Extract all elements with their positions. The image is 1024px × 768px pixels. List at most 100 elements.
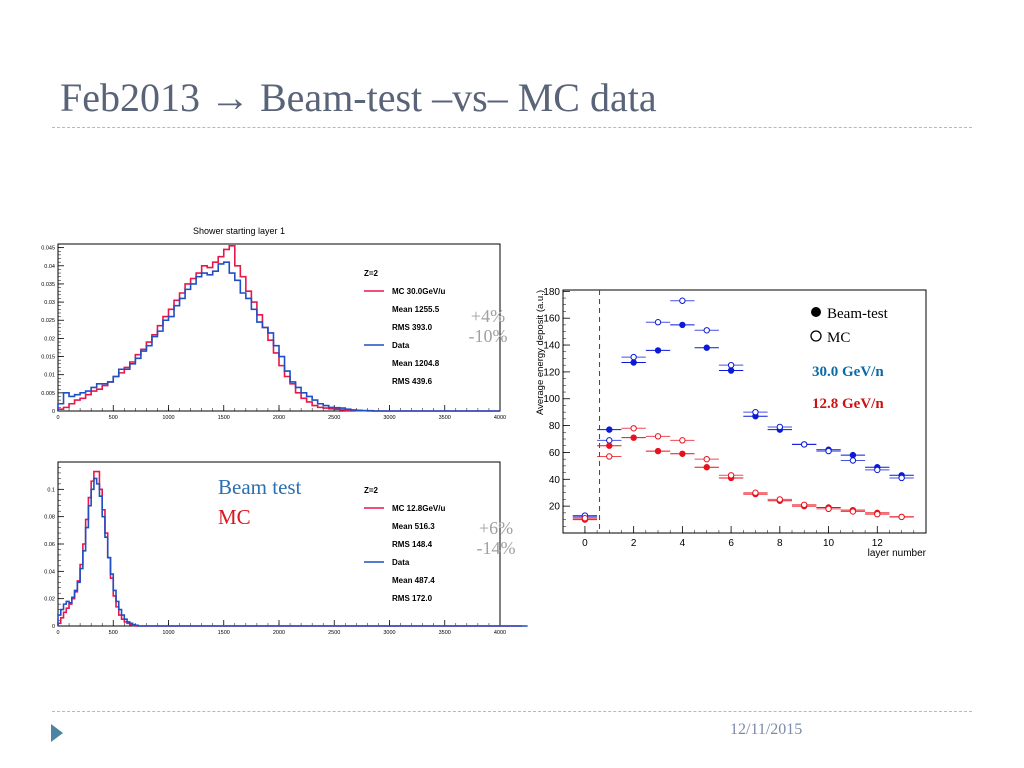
y-tick-label: 0.06 xyxy=(44,542,55,548)
legend-entry: Data xyxy=(392,558,410,567)
data-point xyxy=(679,437,686,444)
x-tick-label: 0 xyxy=(582,538,588,549)
data-point xyxy=(727,472,735,479)
legend-header: Z=2 xyxy=(364,269,379,278)
legend-stat: Mean 487.4 xyxy=(392,576,435,585)
legend-header: Z=2 xyxy=(364,486,379,495)
x-tick-label: 2000 xyxy=(273,415,285,421)
data-point xyxy=(727,367,735,374)
x-tick-label: 3500 xyxy=(439,630,451,636)
beam-test-label: Beam test xyxy=(218,475,302,499)
y-tick-label: 160 xyxy=(543,314,560,325)
y-tick-label: 0.08 xyxy=(44,515,55,521)
top-mean-diff: +4% xyxy=(470,306,506,326)
data-point xyxy=(849,451,857,459)
y-tick-label: 0.01 xyxy=(44,373,55,379)
data-point xyxy=(654,319,662,326)
x-tick-label: 8 xyxy=(777,538,783,549)
data-point xyxy=(606,426,613,433)
x-tick-label: 4000 xyxy=(494,415,506,421)
data-point xyxy=(849,508,857,515)
x-tick-label: 10 xyxy=(823,538,835,549)
energy-label-12-8: 12.8 GeV/n xyxy=(812,396,884,412)
y-tick-label: 100 xyxy=(543,394,560,405)
legend-entry: Data xyxy=(392,341,410,350)
data-point xyxy=(703,327,710,334)
y-tick-label: 0.025 xyxy=(41,318,55,324)
legend-stat: Mean 516.3 xyxy=(392,522,435,531)
y-tick-label: 0.035 xyxy=(41,282,55,288)
y-tick-label: 0.005 xyxy=(41,391,55,397)
data-point xyxy=(654,347,662,354)
y-tick-label: 0.02 xyxy=(44,597,55,603)
top-rms-diff: -10% xyxy=(468,326,508,346)
data-point xyxy=(679,450,686,457)
x-tick-label: 2500 xyxy=(328,630,340,636)
slide-title: Feb2013 → Beam-test –vs– MC data xyxy=(60,75,657,120)
data-point xyxy=(703,455,710,463)
y-tick-label: 120 xyxy=(543,367,560,378)
bullet-icon xyxy=(51,724,63,742)
x-tick-label: 2500 xyxy=(328,415,340,421)
y-tick-label: 20 xyxy=(549,502,561,513)
x-tick-label: 3000 xyxy=(383,630,395,636)
data-point xyxy=(630,425,637,432)
legend-mc: MC xyxy=(827,330,850,346)
data-point xyxy=(630,434,637,441)
data-point xyxy=(752,408,759,416)
y-tick-label: 0 xyxy=(52,409,55,415)
data-point xyxy=(776,496,784,503)
data-point xyxy=(654,447,662,455)
y-tick-label: 0.015 xyxy=(41,355,55,361)
plot-frame xyxy=(57,243,501,412)
histogram-series-data xyxy=(57,477,528,627)
histogram-series-data xyxy=(57,261,500,412)
data-point xyxy=(606,437,613,444)
footer-divider xyxy=(52,711,972,712)
data-point xyxy=(825,447,832,455)
data-point xyxy=(630,359,637,366)
x-tick-label: 12 xyxy=(872,538,884,549)
data-point xyxy=(800,441,808,448)
x-tick-label: 6 xyxy=(728,538,734,549)
x-tick-label: 1500 xyxy=(218,630,230,636)
mc-label: MC xyxy=(218,505,251,529)
data-point xyxy=(581,515,589,522)
bottom-rms-diff: -14% xyxy=(476,538,516,558)
legend-stat: Mean 1204.8 xyxy=(392,359,440,368)
y-tick-label: 40 xyxy=(549,475,561,486)
y-tick-label: 0.045 xyxy=(41,246,55,252)
legend-open-marker xyxy=(810,330,822,342)
data-point xyxy=(727,361,735,369)
x-tick-label: 1000 xyxy=(162,415,174,421)
x-tick-label: 4 xyxy=(680,538,686,549)
y-tick-label: 0.04 xyxy=(44,264,55,270)
data-point xyxy=(703,464,710,471)
y-tick-label: 140 xyxy=(543,341,560,352)
title-divider xyxy=(52,127,972,128)
data-point xyxy=(606,442,613,449)
y-tick-label: 180 xyxy=(543,287,560,298)
histogram-title: Shower starting layer 1 xyxy=(193,226,285,236)
x-tick-label: 0 xyxy=(56,415,59,421)
x-tick-label: 1500 xyxy=(218,415,230,421)
x-tick-label: 2000 xyxy=(273,630,285,636)
legend-stat: RMS 393.0 xyxy=(392,323,433,332)
y-tick-label: 0.04 xyxy=(44,569,55,575)
legend-stat: RMS 148.4 xyxy=(392,540,433,549)
data-point xyxy=(898,513,905,521)
y-tick-label: 0.02 xyxy=(44,336,55,342)
x-tick-label: 3000 xyxy=(383,415,395,421)
data-point xyxy=(606,453,613,460)
plot-frame xyxy=(57,461,501,627)
legend-stat: Mean 1255.5 xyxy=(392,305,440,314)
data-point xyxy=(849,457,857,464)
bottom-mean-diff: +6% xyxy=(478,518,514,538)
data-point xyxy=(679,321,686,329)
x-tick-label: 4000 xyxy=(494,630,506,636)
data-point xyxy=(654,433,662,440)
y-tick-label: 0.03 xyxy=(44,300,55,306)
